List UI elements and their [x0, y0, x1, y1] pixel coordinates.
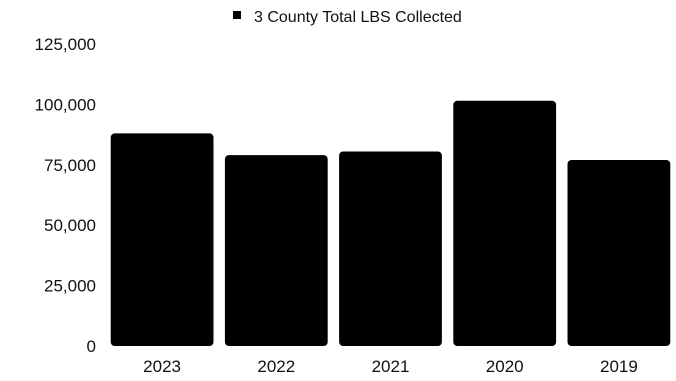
y-tick-label: 100,000: [35, 95, 96, 114]
y-tick-label: 125,000: [35, 35, 96, 54]
x-tick-label: 2023: [143, 357, 181, 376]
bar-2020: [453, 100, 557, 346]
x-tick-label: 2019: [600, 357, 638, 376]
bar-2021: [339, 151, 442, 346]
y-tick-label: 75,000: [44, 156, 96, 175]
bar-2023: [110, 133, 214, 346]
bars: [110, 100, 671, 346]
x-tick-label: 2020: [486, 357, 524, 376]
bar-2022: [224, 155, 328, 346]
x-axis: 2023 2022 2021 2020 2019: [143, 357, 638, 376]
y-axis: 0 25,000 50,000 75,000 100,000 125,000: [35, 35, 96, 356]
y-tick-label: 0: [87, 337, 96, 356]
legend-label: 3 County Total LBS Collected: [254, 9, 462, 26]
x-tick-label: 2021: [372, 357, 410, 376]
legend-swatch: [233, 11, 241, 19]
legend: 3 County Total LBS Collected: [233, 9, 462, 26]
bar-2019: [567, 159, 671, 346]
y-tick-label: 50,000: [44, 216, 96, 235]
y-tick-label: 25,000: [44, 277, 96, 296]
x-tick-label: 2022: [257, 357, 295, 376]
